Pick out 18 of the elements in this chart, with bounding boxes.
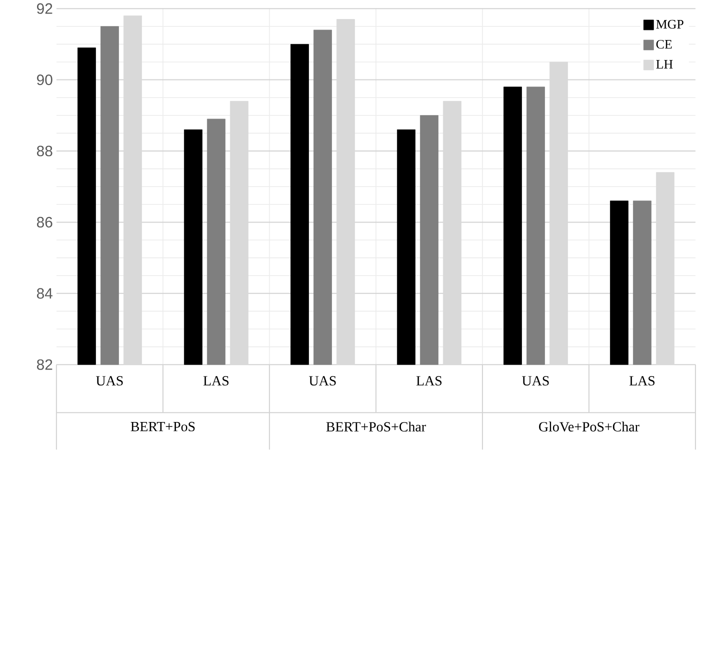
legend-label: LH: [656, 60, 673, 68]
y-tick-label: 90: [37, 74, 52, 85]
y-tick-label: 84: [36, 288, 52, 299]
legend-label: MGP: [656, 20, 684, 28]
text: BERT+PoS: [130, 422, 195, 432]
text: GloVe+PoS+Char: [539, 422, 640, 432]
y-tick-label: 88: [36, 146, 52, 156]
text: BERT+PoS+Char: [326, 422, 426, 432]
x-tick-label: UAS: [96, 376, 123, 386]
y-tick-label: 86: [36, 216, 52, 228]
x-tick-label: LAS: [203, 376, 229, 386]
x-tick-label: LAS: [629, 376, 655, 386]
x-tick-label: UAS: [309, 376, 336, 386]
x-tick-label: LAS: [416, 376, 442, 386]
legend-label: CE: [656, 40, 672, 49]
y-tick-label: 82: [36, 359, 52, 370]
x-tick-label: UAS: [522, 376, 549, 386]
y-tick-label: 92: [37, 3, 52, 14]
